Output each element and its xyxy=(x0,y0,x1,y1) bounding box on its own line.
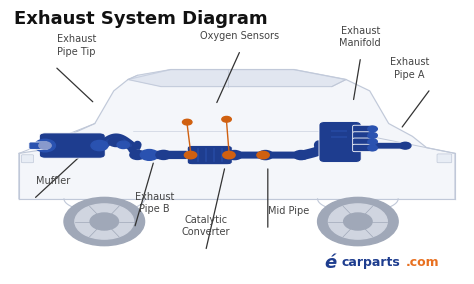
Circle shape xyxy=(130,150,145,160)
FancyBboxPatch shape xyxy=(437,154,452,163)
Circle shape xyxy=(39,142,51,149)
Circle shape xyxy=(184,151,197,159)
FancyBboxPatch shape xyxy=(353,138,374,145)
FancyBboxPatch shape xyxy=(39,133,105,158)
Circle shape xyxy=(368,126,377,132)
Text: Exhaust System Diagram: Exhaust System Diagram xyxy=(14,10,268,28)
FancyBboxPatch shape xyxy=(353,144,374,152)
Text: Exhaust
Manifold: Exhaust Manifold xyxy=(339,26,381,48)
FancyBboxPatch shape xyxy=(353,125,374,133)
Circle shape xyxy=(368,133,377,138)
Circle shape xyxy=(257,151,269,159)
Circle shape xyxy=(368,139,377,145)
Text: Exhaust
Pipe A: Exhaust Pipe A xyxy=(390,57,429,80)
FancyBboxPatch shape xyxy=(266,151,302,159)
Circle shape xyxy=(318,197,398,246)
Polygon shape xyxy=(19,70,455,199)
Circle shape xyxy=(64,197,145,246)
Circle shape xyxy=(140,149,158,160)
Text: Exhaust
Pipe Tip: Exhaust Pipe Tip xyxy=(57,34,96,57)
Text: Catalytic
Converter: Catalytic Converter xyxy=(182,215,230,237)
Text: Exhaust
Pipe B: Exhaust Pipe B xyxy=(135,192,174,214)
Circle shape xyxy=(109,137,124,147)
Circle shape xyxy=(368,145,377,151)
Text: é: é xyxy=(324,254,337,272)
Circle shape xyxy=(227,151,242,160)
FancyBboxPatch shape xyxy=(353,132,374,139)
FancyBboxPatch shape xyxy=(29,142,48,149)
Circle shape xyxy=(182,119,192,125)
Circle shape xyxy=(91,141,108,151)
Circle shape xyxy=(117,141,129,149)
FancyBboxPatch shape xyxy=(187,145,232,165)
FancyBboxPatch shape xyxy=(373,142,404,149)
Circle shape xyxy=(400,142,411,149)
Text: Muffler: Muffler xyxy=(36,176,70,186)
Circle shape xyxy=(222,116,231,122)
Circle shape xyxy=(344,213,372,230)
Text: Oxygen Sensors: Oxygen Sensors xyxy=(200,31,279,41)
Text: Mid Pipe: Mid Pipe xyxy=(268,206,309,216)
FancyBboxPatch shape xyxy=(136,150,194,160)
FancyBboxPatch shape xyxy=(233,151,267,159)
Circle shape xyxy=(258,151,273,160)
Circle shape xyxy=(35,139,55,152)
Text: carparts: carparts xyxy=(341,256,400,269)
FancyBboxPatch shape xyxy=(319,122,361,162)
Circle shape xyxy=(293,151,309,160)
Circle shape xyxy=(156,150,171,160)
Circle shape xyxy=(90,213,118,230)
Circle shape xyxy=(75,204,134,239)
Text: .com: .com xyxy=(405,256,439,269)
Circle shape xyxy=(223,151,235,159)
Circle shape xyxy=(328,204,387,239)
Polygon shape xyxy=(128,70,346,87)
FancyBboxPatch shape xyxy=(21,155,34,163)
